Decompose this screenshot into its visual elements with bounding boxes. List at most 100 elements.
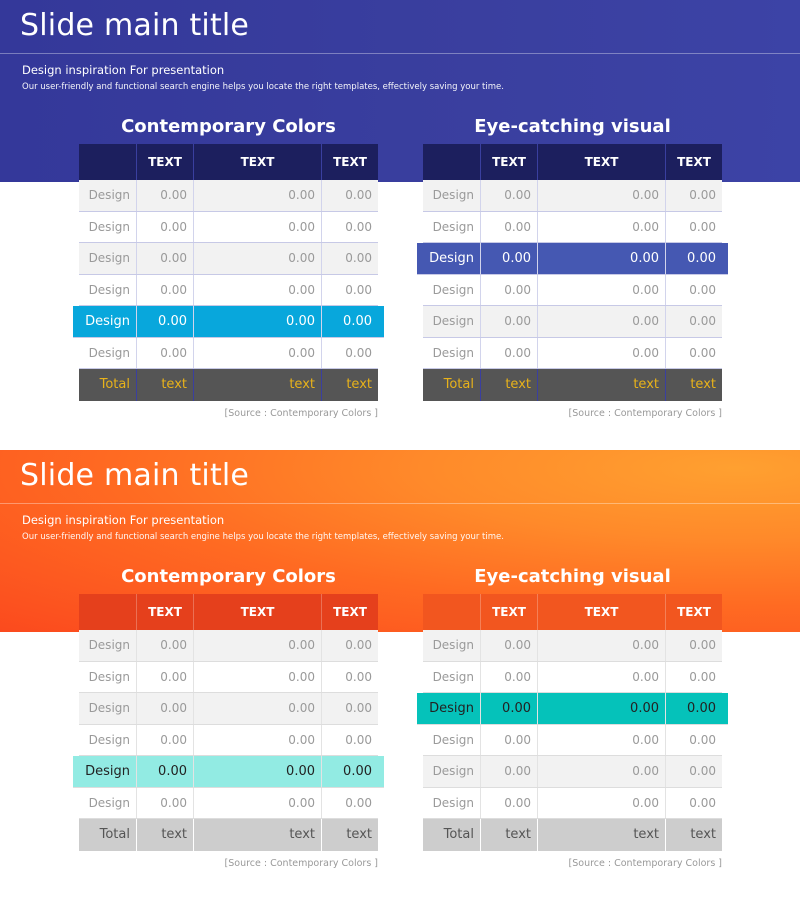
- table-cell: 0.00: [193, 306, 321, 337]
- slide-description: Our user-friendly and functional search …: [22, 82, 504, 92]
- table-cell: Design: [432, 314, 474, 329]
- table-cell: 0.00: [480, 724, 537, 755]
- table-row: Design 0.00 0.00 0.00: [423, 337, 722, 369]
- table-cell: 0.00: [665, 693, 722, 724]
- source-note: [Source : Contemporary Colors ]: [568, 408, 722, 419]
- table-cell: 0.00: [321, 787, 378, 818]
- table-header-row: TEXT TEXT TEXT: [79, 144, 378, 180]
- table-header-row: TEXT TEXT TEXT: [423, 144, 722, 180]
- total-cell: text: [480, 819, 537, 851]
- table-cell: 0.00: [537, 756, 665, 787]
- title-divider: [0, 53, 800, 54]
- total-cell: text: [665, 819, 722, 851]
- table-cell: Design: [88, 669, 130, 684]
- column-header: TEXT: [480, 594, 537, 630]
- column-header: TEXT: [537, 144, 665, 180]
- column-header: TEXT: [136, 594, 193, 630]
- table-row: Design 0.00 0.00 0.00: [79, 724, 378, 756]
- table-cell: 0.00: [193, 693, 321, 724]
- table-cell: 0.00: [136, 630, 193, 661]
- table-cell: Design: [429, 700, 474, 716]
- total-row: Total text text text: [423, 819, 722, 851]
- total-cell: text: [136, 819, 193, 851]
- table-title: Eye-catching visual: [474, 116, 671, 137]
- table-cell: 0.00: [321, 337, 378, 368]
- table-cell: Design: [432, 219, 474, 234]
- table-cell: 0.00: [665, 243, 722, 274]
- table-title: Contemporary Colors: [121, 566, 336, 587]
- data-table: TEXT TEXT TEXT Design 0.00 0.00 0.00 Design 0.00…: [73, 144, 384, 401]
- table-cell: 0.00: [321, 630, 378, 661]
- slide-1: Slide main title Design inspiration For …: [0, 0, 800, 419]
- table-cell: Design: [88, 701, 130, 716]
- highlighted-table-row: Design 0.00 0.00 0.00: [417, 243, 728, 275]
- table-cell: 0.00: [665, 180, 722, 211]
- table-row: Design 0.00 0.00 0.00: [423, 211, 722, 243]
- table-row: Design 0.00 0.00 0.00: [423, 274, 722, 306]
- total-row: Total text text text: [423, 369, 722, 401]
- column-header: TEXT: [193, 594, 321, 630]
- table-cell: 0.00: [136, 211, 193, 242]
- table-cell: Design: [88, 251, 130, 266]
- slide-description: Our user-friendly and functional search …: [22, 532, 504, 542]
- table-cell: 0.00: [480, 661, 537, 692]
- table-cell: Design: [88, 732, 130, 747]
- table-cell: 0.00: [665, 211, 722, 242]
- table-cell: 0.00: [321, 306, 378, 337]
- table-cell: Design: [432, 795, 474, 810]
- data-table: TEXT TEXT TEXT Design 0.00 0.00 0.00 Design 0.00…: [73, 594, 384, 851]
- table-row: Design 0.00 0.00 0.00: [79, 243, 378, 275]
- column-header: TEXT: [321, 144, 378, 180]
- table-cell: 0.00: [665, 787, 722, 818]
- table-cell: 0.00: [136, 693, 193, 724]
- table-cell: 0.00: [665, 661, 722, 692]
- table-block: Contemporary Colors TEXT TEXT TEXT Design 0.0…: [73, 562, 384, 869]
- title-divider: [0, 503, 800, 504]
- total-cell: text: [321, 369, 378, 401]
- table-row: Design 0.00 0.00 0.00: [79, 337, 378, 369]
- table-row: Design 0.00 0.00 0.00: [423, 661, 722, 693]
- table-cell: 0.00: [537, 243, 665, 274]
- table-cell: 0.00: [665, 306, 722, 337]
- table-cell: 0.00: [537, 693, 665, 724]
- table-cell: 0.00: [480, 274, 537, 305]
- table-row: Design 0.00 0.00 0.00: [79, 787, 378, 819]
- table-cell: 0.00: [321, 661, 378, 692]
- table-cell: 0.00: [480, 243, 537, 274]
- table-cell: 0.00: [537, 211, 665, 242]
- total-cell: text: [665, 369, 722, 401]
- table-cell: 0.00: [665, 756, 722, 787]
- column-header: TEXT: [480, 144, 537, 180]
- table-cell: 0.00: [136, 274, 193, 305]
- table-cell: 0.00: [136, 661, 193, 692]
- source-note: [Source : Contemporary Colors ]: [224, 408, 378, 419]
- table-cell: 0.00: [193, 211, 321, 242]
- table-cell: 0.00: [665, 630, 722, 661]
- total-cell: text: [537, 819, 665, 851]
- source-note: [Source : Contemporary Colors ]: [224, 858, 378, 869]
- table-cell: 0.00: [193, 724, 321, 755]
- table-row: Design 0.00 0.00 0.00: [79, 661, 378, 693]
- table-title: Contemporary Colors: [121, 116, 336, 137]
- table-cell: Design: [88, 795, 130, 810]
- table-row: Design 0.00 0.00 0.00: [423, 787, 722, 819]
- table-cell: Design: [88, 188, 130, 203]
- table-cell: 0.00: [321, 693, 378, 724]
- total-cell: text: [193, 819, 321, 851]
- table-cell: Design: [85, 313, 130, 329]
- table-cell: 0.00: [136, 337, 193, 368]
- table-row: Design 0.00 0.00 0.00: [423, 180, 722, 212]
- table-cell: 0.00: [537, 274, 665, 305]
- table-cell: 0.00: [665, 274, 722, 305]
- total-row: Total text text text: [79, 369, 378, 401]
- column-header: [79, 144, 136, 180]
- table-cell: 0.00: [136, 756, 193, 787]
- column-header: [423, 144, 480, 180]
- table-cell: 0.00: [537, 630, 665, 661]
- table-cell: Design: [432, 188, 474, 203]
- table-block: Contemporary Colors TEXT TEXT TEXT Design 0.0…: [73, 112, 384, 419]
- table-cell: 0.00: [193, 243, 321, 274]
- table-cell: 0.00: [480, 693, 537, 724]
- table-cell: 0.00: [480, 337, 537, 368]
- table-cell: 0.00: [537, 724, 665, 755]
